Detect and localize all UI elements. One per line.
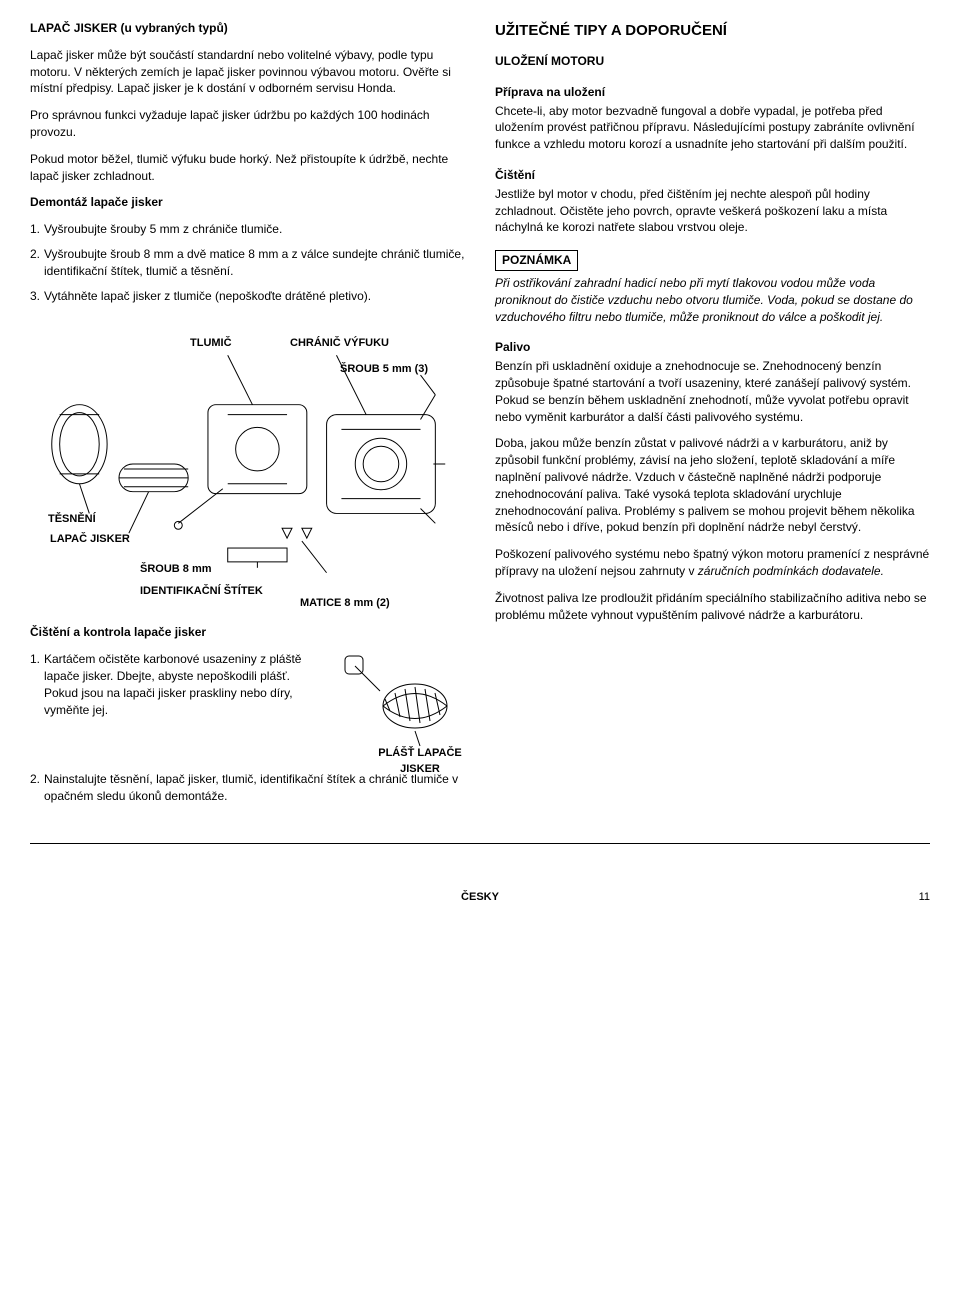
fuel-para-1: Benzín při uskladnění oxiduje a znehodno… xyxy=(495,358,930,425)
note-box: POZNÁMKA xyxy=(495,250,578,271)
removal-heading: Demontáž lapače jisker xyxy=(30,194,465,211)
right-column: UŽITEČNÉ TIPY A DOPORUČENÍ ULOŽENÍ MOTOR… xyxy=(495,20,930,813)
step-3: 3. Vytáhněte lapač jisker z tlumiče (nep… xyxy=(30,288,465,305)
fuel-para-3: Poškození palivového systému nebo špatný… xyxy=(495,546,930,580)
exploded-diagram: TLUMIČ CHRÁNIČ VÝFUKU ŠROUB 5 mm (3) TĚS… xyxy=(30,314,465,614)
intro-para-2: Pro správnou funkci vyžaduje lapač jiske… xyxy=(30,107,465,141)
cleaning-row: 1. Kartáčem očistěte karbonové usazeniny… xyxy=(30,651,465,771)
label-matice: MATICE 8 mm (2) xyxy=(300,596,390,611)
label-lapac: LAPAČ JISKER xyxy=(50,532,130,547)
label-tesneni: TĚSNĚNÍ xyxy=(48,512,96,527)
label-sroub5: ŠROUB 5 mm (3) xyxy=(340,362,428,377)
label-sroub8: ŠROUB 8 mm xyxy=(140,562,212,577)
cleaning-heading: Čištění a kontrola lapače jisker xyxy=(30,624,465,641)
footer-rule xyxy=(30,843,930,844)
prep-para: Chcete-li, aby motor bezvadně fungoval a… xyxy=(495,103,930,153)
cleaning-sub-heading: Čištění xyxy=(495,167,930,184)
fuel-para-2: Doba, jakou může benzín zůstat v palivov… xyxy=(495,435,930,536)
cleaning-para: Jestliže byl motor v chodu, před čištění… xyxy=(495,186,930,236)
left-column: LAPAČ JISKER (u vybraných typů) Lapač ji… xyxy=(30,20,465,813)
fuel-para-4: Životnost paliva lze prodloužit přidáním… xyxy=(495,590,930,624)
footer: ČESKY 11 xyxy=(30,843,930,905)
tips-title: UŽITEČNÉ TIPY A DOPORUČENÍ xyxy=(495,20,930,41)
note-text: Při ostřikování zahradní hadicí nebo při… xyxy=(495,275,930,325)
clean-step-1: 1. Kartáčem očistěte karbonové usazeniny… xyxy=(30,651,311,718)
footer-lang: ČESKY xyxy=(461,890,499,905)
intro-para-3: Pokud motor běžel, tlumič výfuku bude ho… xyxy=(30,151,465,185)
storage-heading: ULOŽENÍ MOTORU xyxy=(495,53,930,70)
label-ident: IDENTIFIKAČNÍ ŠTÍTEK xyxy=(140,584,263,599)
label-tlumic: TLUMIČ xyxy=(190,336,232,351)
prep-heading: Příprava na uložení xyxy=(495,84,930,101)
label-chranic: CHRÁNIČ VÝFUKU xyxy=(290,336,389,351)
fuel-heading: Palivo xyxy=(495,339,930,356)
step-1: 1. Vyšroubujte šrouby 5 mm z chrániče tl… xyxy=(30,221,465,238)
diagram-svg xyxy=(30,314,465,614)
brush-diagram: PLÁŠŤ LAPAČE JISKER xyxy=(325,651,465,771)
label-plast: PLÁŠŤ LAPAČE JISKER xyxy=(375,746,465,777)
spark-arrester-heading: LAPAČ JISKER (u vybraných typů) xyxy=(30,20,465,37)
intro-para-1: Lapač jisker může být součástí standardn… xyxy=(30,47,465,97)
step-2: 2. Vyšroubujte šroub 8 mm a dvě matice 8… xyxy=(30,246,465,280)
page-number: 11 xyxy=(919,890,930,905)
